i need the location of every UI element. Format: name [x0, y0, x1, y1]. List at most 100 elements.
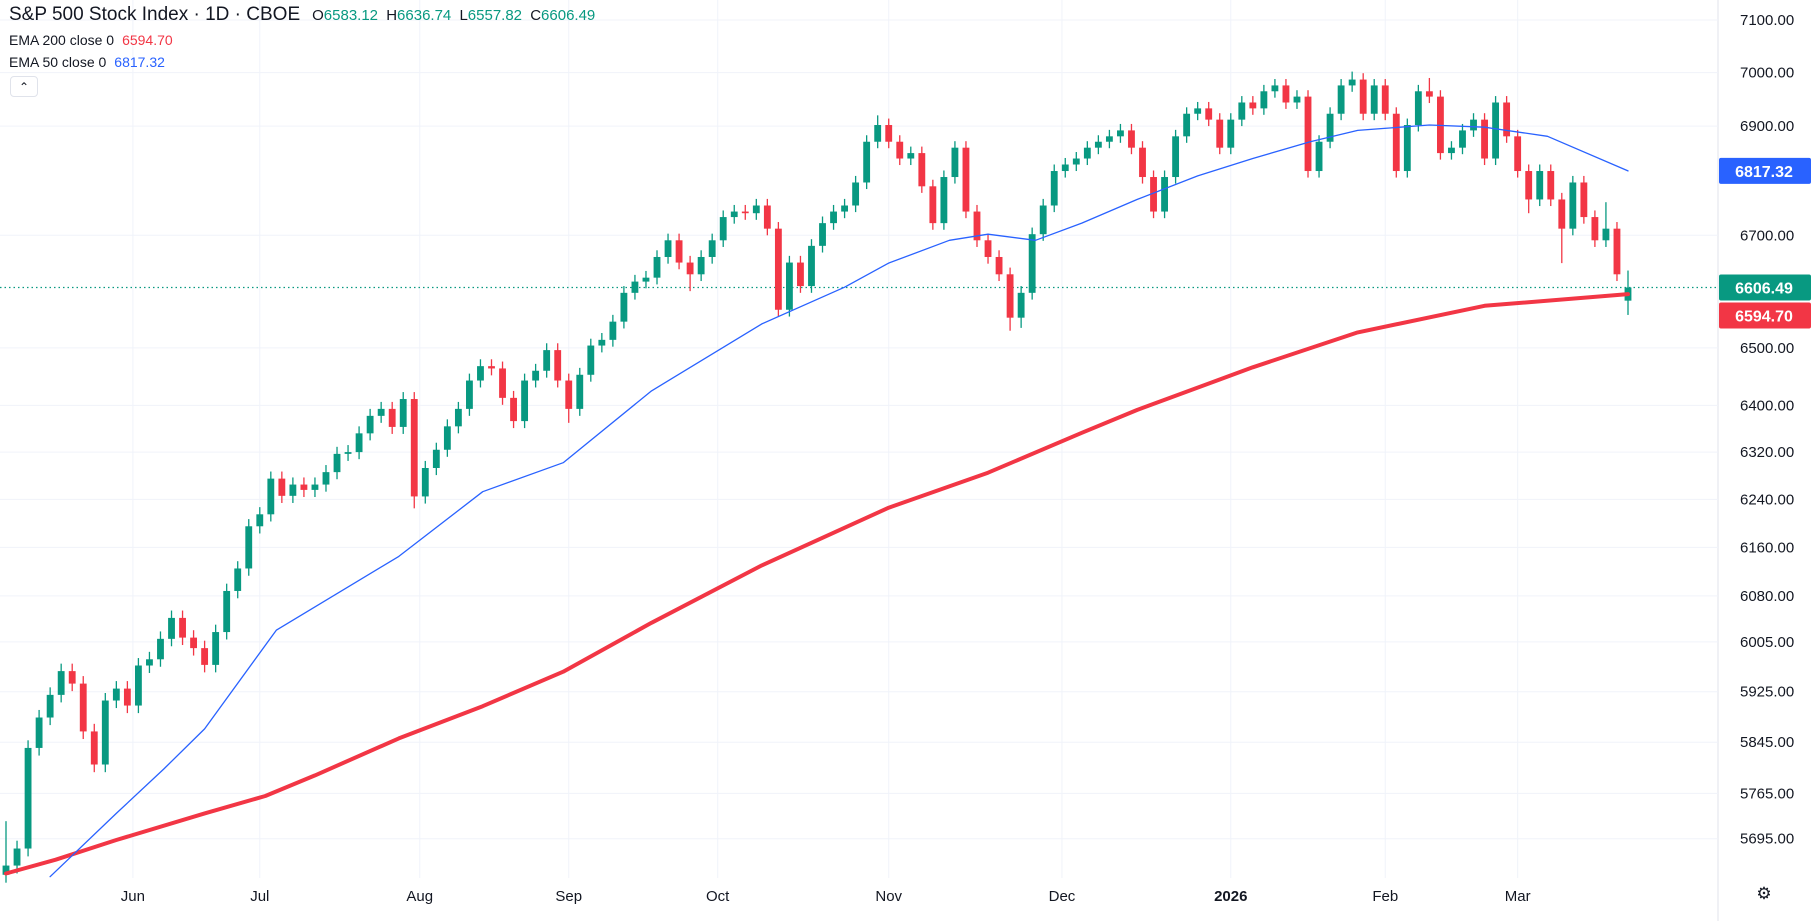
candle-body: [1304, 96, 1312, 172]
indicator-ema50[interactable]: EMA 50 close 0 6817.32: [9, 54, 599, 70]
candle: [57, 663, 65, 703]
candle-body: [1017, 292, 1025, 318]
candle-body: [24, 747, 32, 849]
candle-body: [1083, 147, 1091, 159]
candle-body: [499, 368, 506, 398]
candle-body: [543, 350, 551, 371]
candle: [179, 610, 186, 646]
candle: [223, 583, 231, 640]
candle: [377, 401, 385, 423]
candle-body: [774, 228, 782, 310]
candle: [278, 471, 286, 503]
candle: [1293, 90, 1301, 109]
candle-body: [1602, 228, 1610, 241]
candle-body: [554, 350, 562, 381]
candle: [1282, 79, 1290, 109]
candle: [1150, 170, 1157, 219]
candle: [1315, 135, 1323, 178]
chart-legend: S&P 500 Stock Index · 1D · CBOE O6583.12…: [9, 4, 599, 70]
candle: [322, 465, 330, 492]
candle-body: [675, 240, 683, 263]
open-value: 6583.12: [323, 7, 379, 24]
candle-body: [333, 453, 341, 473]
candle: [366, 408, 374, 441]
price-tag-label: 6817.32: [1735, 164, 1793, 181]
candle: [808, 239, 815, 293]
candle-body: [653, 256, 661, 278]
candle: [46, 687, 54, 726]
candle: [90, 723, 98, 773]
x-tick-label: 2026: [1214, 888, 1247, 905]
candle: [543, 343, 551, 378]
x-tick-label: Oct: [706, 888, 730, 905]
candle: [488, 359, 495, 376]
candle: [1348, 71, 1356, 92]
x-tick-label: Feb: [1372, 888, 1398, 905]
candle-body: [819, 223, 826, 246]
y-tick-label: 6500.00: [1740, 340, 1794, 357]
candle-body: [101, 700, 109, 765]
candle: [675, 233, 683, 270]
candle: [576, 367, 584, 416]
candle: [1403, 118, 1411, 178]
candle-body: [2, 865, 10, 875]
candle: [1083, 141, 1091, 166]
indicator-ema200[interactable]: EMA 200 close 0 6594.70: [9, 32, 599, 48]
candle: [123, 681, 131, 714]
candle: [1381, 79, 1389, 121]
candle: [1006, 267, 1014, 331]
candle: [1139, 141, 1146, 184]
candle: [565, 373, 573, 423]
candle: [1481, 113, 1488, 166]
candle-body: [521, 380, 529, 422]
candle-body: [1337, 85, 1345, 114]
candle: [1172, 129, 1180, 184]
candle-body: [267, 478, 275, 515]
candle: [1337, 79, 1345, 121]
time-axis[interactable]: Jun Jul Aug Sep Oct Nov Dec 2026 Feb Mar: [121, 888, 1531, 905]
y-tick-label: 5765.00: [1740, 785, 1794, 802]
candle-body: [488, 366, 495, 369]
candle: [421, 460, 429, 504]
candle-body: [1105, 136, 1113, 142]
candle-body: [1260, 91, 1268, 109]
ema-lines: [4, 124, 1630, 878]
candle-body: [896, 141, 904, 159]
x-tick-label: Nov: [875, 888, 902, 905]
candle: [763, 198, 771, 236]
candle: [708, 233, 716, 264]
candle-body: [134, 665, 142, 706]
candle: [112, 681, 120, 709]
candle-body: [1249, 102, 1257, 109]
candle: [885, 118, 893, 149]
candle-body: [1425, 91, 1433, 97]
low-value: 6557.82: [467, 7, 523, 24]
candle-body: [741, 211, 749, 214]
candle-body: [1359, 79, 1367, 114]
candle: [212, 624, 220, 673]
candle-body: [1370, 85, 1378, 114]
candle-body: [1591, 217, 1599, 241]
candle: [1414, 84, 1422, 132]
x-tick-label: Aug: [406, 888, 433, 905]
candle-body: [1050, 171, 1058, 206]
candle-body: [885, 125, 893, 142]
candle: [1514, 129, 1522, 178]
candle-body: [454, 408, 462, 427]
price-axis[interactable]: 7100.00 7000.00 6900.00 6700.00 6500.00 6400.…: [1719, 12, 1811, 848]
candle-body: [752, 205, 760, 214]
candle-body: [466, 380, 473, 409]
collapse-legend-button[interactable]: ⌃: [10, 76, 38, 97]
price-tag-bg: [1719, 157, 1811, 184]
candle-body: [1580, 182, 1588, 218]
candle-body: [1161, 177, 1168, 212]
candle: [532, 363, 540, 388]
candle-body: [1392, 113, 1400, 172]
candle: [1459, 123, 1466, 155]
candle: [995, 250, 1003, 282]
symbol-title[interactable]: S&P 500 Stock Index · 1D · CBOE: [9, 4, 301, 25]
gear-icon[interactable]: ⚙: [1756, 884, 1772, 903]
candle-body: [278, 478, 286, 496]
candle: [874, 115, 882, 149]
